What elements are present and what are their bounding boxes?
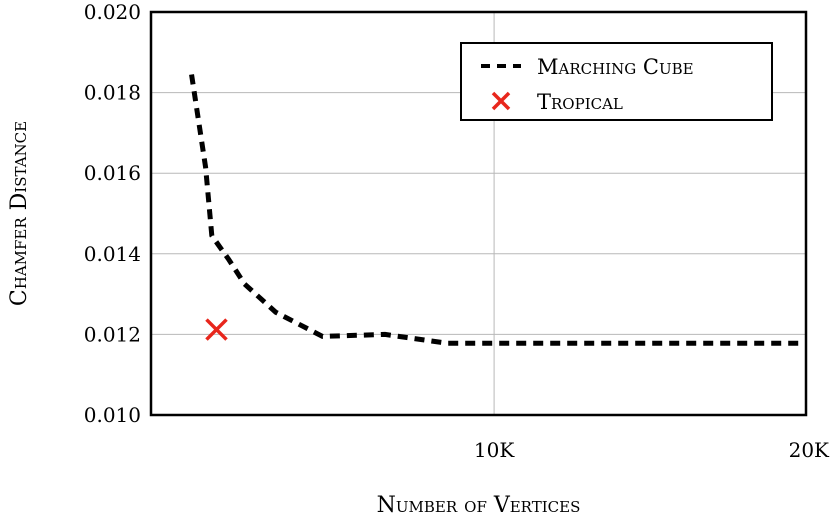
y-axis-title: Chamfer Distance: [7, 121, 32, 306]
y-tick-label: 0.012: [84, 322, 141, 346]
y-tick-label: 0.010: [84, 403, 141, 427]
legend: Marching Cube Tropical: [460, 42, 773, 121]
plot-frame: [149, 10, 808, 417]
legend-tropical-swatch: [491, 91, 511, 111]
x-axis-title: Number of Vertices: [377, 493, 581, 518]
legend-tropical-marker: [491, 91, 511, 111]
y-tick-label: 0.020: [84, 0, 141, 24]
x-tick-labels: 10K 20K: [474, 438, 830, 462]
legend-box: [460, 42, 773, 121]
series-layer: [189, 74, 806, 346]
y-tick-label: 0.016: [84, 161, 141, 185]
y-tick-labels: 0.010 0.012 0.014 0.016 0.018 0.020: [84, 0, 141, 427]
legend-marching-cube-label: Marching Cube: [537, 55, 694, 79]
y-tick-label: 0.014: [84, 242, 141, 266]
y-tick-label: 0.018: [84, 81, 141, 105]
x-tick-label: 10K: [474, 438, 515, 462]
legend-tropical-label: Tropical: [537, 90, 623, 114]
tropical-point: [205, 318, 228, 341]
marching-cube-line: [189, 74, 806, 346]
x-tick-label: 20K: [789, 438, 830, 462]
